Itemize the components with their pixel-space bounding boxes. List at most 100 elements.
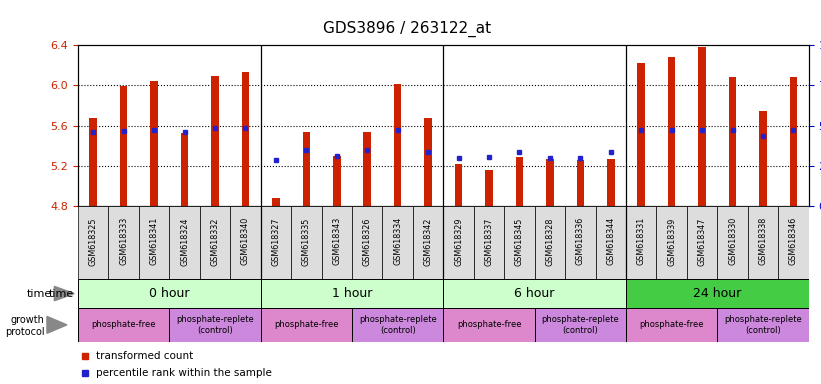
Text: growth: growth [11, 315, 45, 325]
Text: GSM618335: GSM618335 [302, 217, 311, 265]
Text: GDS3896 / 263122_at: GDS3896 / 263122_at [323, 21, 491, 37]
Text: phosphate-replete
(control): phosphate-replete (control) [359, 315, 437, 334]
Bar [718, 308, 809, 342]
Bar [211, 76, 219, 206]
Bar [322, 206, 352, 279]
Text: phosphate-replete
(control): phosphate-replete (control) [542, 315, 619, 334]
Text: GSM618336: GSM618336 [576, 217, 585, 265]
Bar [637, 63, 645, 206]
Bar [333, 156, 341, 206]
Text: GSM618344: GSM618344 [606, 217, 615, 265]
Text: GSM618343: GSM618343 [333, 217, 342, 265]
Text: 1 hour: 1 hour [332, 287, 372, 300]
Bar [394, 84, 401, 206]
Text: GSM618339: GSM618339 [667, 217, 677, 265]
Bar [424, 118, 432, 206]
Bar [718, 206, 748, 279]
Text: GSM618326: GSM618326 [363, 217, 372, 265]
Text: GSM618337: GSM618337 [484, 217, 493, 265]
Bar [667, 57, 676, 206]
Bar [364, 132, 371, 206]
Bar [516, 157, 523, 206]
Bar [139, 206, 169, 279]
Bar [595, 206, 626, 279]
Text: 6 hour: 6 hour [515, 287, 555, 300]
Text: transformed count: transformed count [96, 351, 194, 361]
Text: GSM618324: GSM618324 [180, 217, 189, 265]
Bar [169, 206, 200, 279]
Text: GSM618328: GSM618328 [545, 217, 554, 265]
Bar [181, 132, 188, 206]
Text: 24 hour: 24 hour [693, 287, 741, 300]
Bar [534, 206, 565, 279]
Text: GSM618333: GSM618333 [119, 217, 128, 265]
Bar [626, 279, 809, 308]
Text: time: time [48, 288, 74, 299]
Bar [504, 206, 534, 279]
Text: GSM618342: GSM618342 [424, 217, 433, 265]
Bar [230, 206, 261, 279]
Text: phosphate-replete
(control): phosphate-replete (control) [724, 315, 802, 334]
Bar [261, 206, 291, 279]
Text: GSM618346: GSM618346 [789, 217, 798, 265]
Bar [291, 206, 322, 279]
Bar [534, 308, 626, 342]
Bar [443, 279, 626, 308]
Text: GSM618327: GSM618327 [272, 217, 281, 266]
Text: phosphate-free: phosphate-free [91, 320, 156, 329]
Bar [699, 47, 706, 206]
Bar [759, 111, 767, 206]
Bar [89, 118, 97, 206]
Text: GSM618338: GSM618338 [759, 217, 768, 265]
Bar [78, 206, 108, 279]
Bar [565, 206, 595, 279]
Text: GSM618341: GSM618341 [149, 217, 158, 265]
Text: phosphate-free: phosphate-free [640, 320, 704, 329]
Text: phosphate-free: phosphate-free [456, 320, 521, 329]
Text: protocol: protocol [5, 327, 45, 337]
Bar [546, 159, 553, 206]
Text: percentile rank within the sample: percentile rank within the sample [96, 368, 272, 378]
Bar [778, 206, 809, 279]
Text: GSM618325: GSM618325 [89, 217, 98, 266]
Bar [626, 206, 657, 279]
Bar [443, 206, 474, 279]
Bar [413, 206, 443, 279]
Bar [748, 206, 778, 279]
Text: GSM618329: GSM618329 [454, 217, 463, 266]
Text: time: time [27, 288, 53, 299]
Bar [272, 198, 280, 206]
Text: phosphate-free: phosphate-free [274, 320, 338, 329]
Bar [474, 206, 504, 279]
Bar [169, 308, 261, 342]
Bar [607, 159, 615, 206]
Polygon shape [47, 316, 67, 333]
Text: GSM618330: GSM618330 [728, 217, 737, 265]
Bar [150, 81, 158, 206]
Text: GSM618334: GSM618334 [393, 217, 402, 265]
Bar [352, 308, 443, 342]
Bar [200, 206, 230, 279]
Text: GSM618340: GSM618340 [241, 217, 250, 265]
Text: 0 hour: 0 hour [149, 287, 190, 300]
Text: phosphate-replete
(control): phosphate-replete (control) [177, 315, 254, 334]
Text: GSM618331: GSM618331 [637, 217, 646, 265]
Bar [687, 206, 718, 279]
Bar [78, 279, 261, 308]
Bar [626, 308, 718, 342]
Text: GSM618345: GSM618345 [515, 217, 524, 265]
Bar [108, 206, 139, 279]
Bar [120, 86, 127, 206]
Bar [790, 77, 797, 206]
Bar [576, 160, 585, 206]
Bar [443, 308, 534, 342]
Polygon shape [54, 286, 75, 301]
Bar [657, 206, 687, 279]
Bar [78, 308, 169, 342]
Bar [261, 308, 352, 342]
Text: GSM618347: GSM618347 [698, 217, 707, 265]
Bar [455, 164, 462, 206]
Text: GSM618332: GSM618332 [210, 217, 219, 265]
Bar [352, 206, 383, 279]
Bar [241, 72, 250, 206]
